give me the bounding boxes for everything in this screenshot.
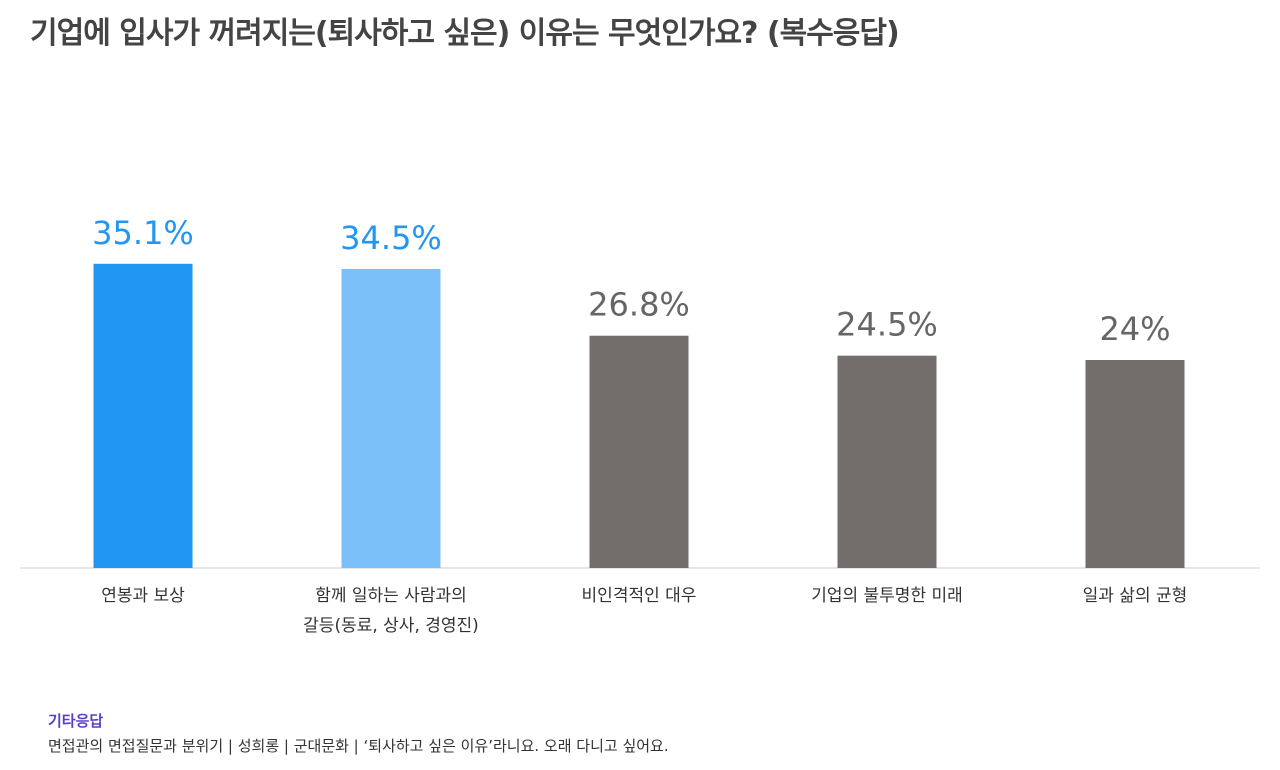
bar xyxy=(341,269,441,568)
category-label: 일과 삶의 균형 xyxy=(1083,586,1188,606)
category-label: 비인격적인 대우 xyxy=(582,586,697,606)
chart-title: 기업에 입사가 꺼려지는(퇴사하고 싶은) 이유는 무엇인가요? (복수응답) xyxy=(30,16,900,51)
data-label: 24% xyxy=(1099,310,1170,348)
data-label: 35.1% xyxy=(92,214,194,252)
other-responses: 기타응답 면접관의 면접질문과 분위기 | 성희롱 | 군대문화 | ‘퇴사하고… xyxy=(48,710,669,756)
bar xyxy=(837,355,937,568)
category-label: 함께 일하는 사람과의 xyxy=(315,586,467,606)
bar xyxy=(589,335,689,568)
category-label: 갈등(동료, 상사, 경영진) xyxy=(303,616,479,636)
data-label: 26.8% xyxy=(588,286,690,324)
category-label: 연봉과 보상 xyxy=(101,586,185,606)
data-label: 24.5% xyxy=(836,306,938,344)
bar xyxy=(1085,360,1185,568)
category-label: 기업의 불투명한 미래 xyxy=(811,586,963,606)
other-responses-text: 면접관의 면접질문과 분위기 | 성희롱 | 군대문화 | ‘퇴사하고 싶은 이… xyxy=(48,737,669,755)
bar xyxy=(93,263,193,568)
other-responses-heading: 기타응답 xyxy=(48,712,104,730)
data-label: 34.5% xyxy=(340,219,442,257)
